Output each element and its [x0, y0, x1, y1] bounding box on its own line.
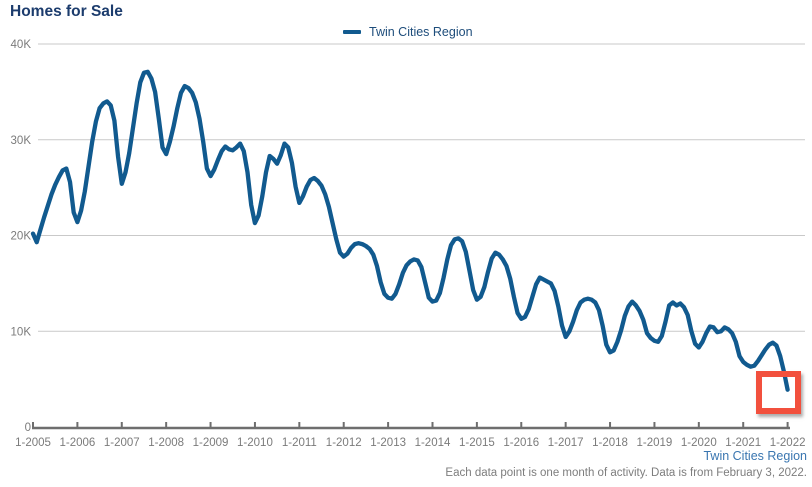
x-axis-label-1-2005: 1-2005: [15, 437, 51, 449]
x-axis-label-1-2006: 1-2006: [59, 437, 95, 449]
x-axis-label-1-2016: 1-2016: [503, 437, 539, 449]
x-axis-label-1-2022: 1-2022: [770, 437, 806, 449]
chart-legend: Twin Cities Region: [343, 25, 473, 39]
legend-label: Twin Cities Region: [369, 25, 473, 39]
series-line-twin-cities-region: [30, 69, 790, 392]
x-axis-label-1-2017: 1-2017: [548, 437, 584, 449]
footer-series-label[interactable]: Twin Cities Region: [703, 449, 807, 463]
x-axis-label-1-2013: 1-2013: [370, 437, 406, 449]
x-axis-label-1-2014: 1-2014: [415, 437, 451, 449]
x-axis-label-1-2018: 1-2018: [592, 437, 628, 449]
chart-footer: Twin Cities Region Each data point is on…: [445, 449, 807, 479]
x-axis-label-1-2010: 1-2010: [237, 437, 273, 449]
footer-note: Each data point is one month of activity…: [445, 467, 807, 480]
x-axis-label-1-2019: 1-2019: [637, 437, 673, 449]
y-axis-label-20k: 20K: [11, 231, 32, 243]
x-axis-label-1-2009: 1-2009: [193, 437, 229, 449]
x-axis-label-1-2007: 1-2007: [104, 437, 140, 449]
y-axis-label-30k: 30K: [11, 135, 32, 147]
y-axis-label-0: 0: [25, 422, 31, 434]
x-axis-label-1-2020: 1-2020: [681, 437, 717, 449]
y-axis-label-40k: 40K: [11, 39, 32, 51]
x-axis-label-1-2015: 1-2015: [459, 437, 495, 449]
x-axis-label-1-2008: 1-2008: [148, 437, 184, 449]
legend-line-swatch: [343, 30, 361, 34]
x-axis-label-1-2012: 1-2012: [326, 437, 362, 449]
page-title: Homes for Sale: [10, 3, 123, 20]
x-axis-label-1-2021: 1-2021: [725, 437, 761, 449]
highlight-box-last-data-point: [756, 371, 801, 414]
x-axis-label-1-2011: 1-2011: [282, 437, 317, 449]
y-axis-label-10k: 10K: [11, 326, 32, 338]
